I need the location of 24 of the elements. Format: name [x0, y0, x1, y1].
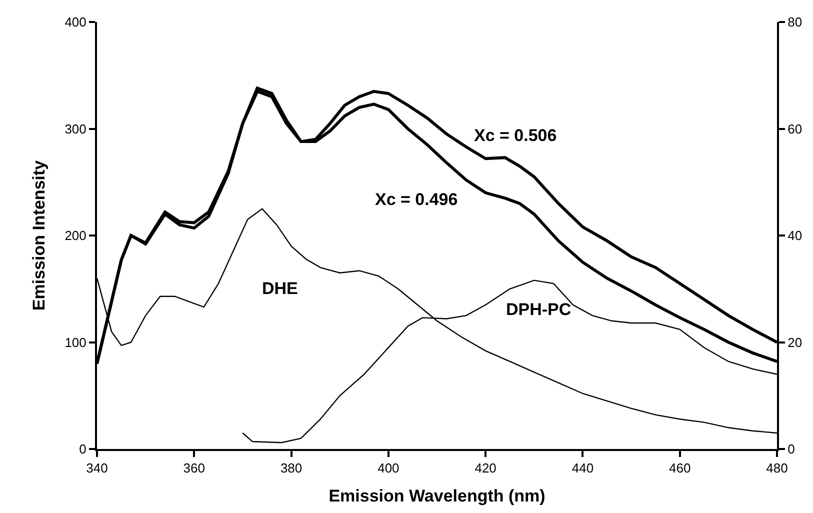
y2-tick-label: 20 — [788, 334, 802, 350]
y2-tick-label: 80 — [788, 14, 802, 30]
y-axis-title: Emission Intensity — [30, 160, 49, 311]
x-axis-title: Emission Wavelength (nm) — [328, 486, 546, 506]
x-tick-label: 400 — [378, 460, 400, 476]
y-tick-label: 0 — [79, 442, 86, 457]
x-tick-label: 380 — [280, 460, 302, 476]
series-label: DPH-PC — [506, 300, 572, 319]
x-tick-label: 340 — [86, 460, 108, 476]
y2-tick-label: 60 — [788, 121, 802, 136]
x-tick-label: 460 — [669, 460, 691, 476]
y-tick-label: 300 — [64, 121, 86, 136]
y-tick-label: 100 — [64, 334, 86, 350]
y-tick-label: 400 — [64, 14, 86, 30]
series-label: DHE — [262, 279, 298, 298]
y-tick-label: 200 — [64, 228, 86, 244]
x-tick-label: 420 — [474, 460, 496, 476]
x-tick-label: 440 — [572, 460, 594, 476]
y2-tick-label: 40 — [788, 228, 802, 244]
series-label: Xc = 0.496 — [375, 190, 458, 209]
x-tick-label: 360 — [183, 460, 205, 476]
series-label: Xc = 0.506 — [474, 126, 557, 145]
x-tick-label: 480 — [766, 460, 788, 476]
y2-tick-label: 0 — [788, 442, 795, 457]
